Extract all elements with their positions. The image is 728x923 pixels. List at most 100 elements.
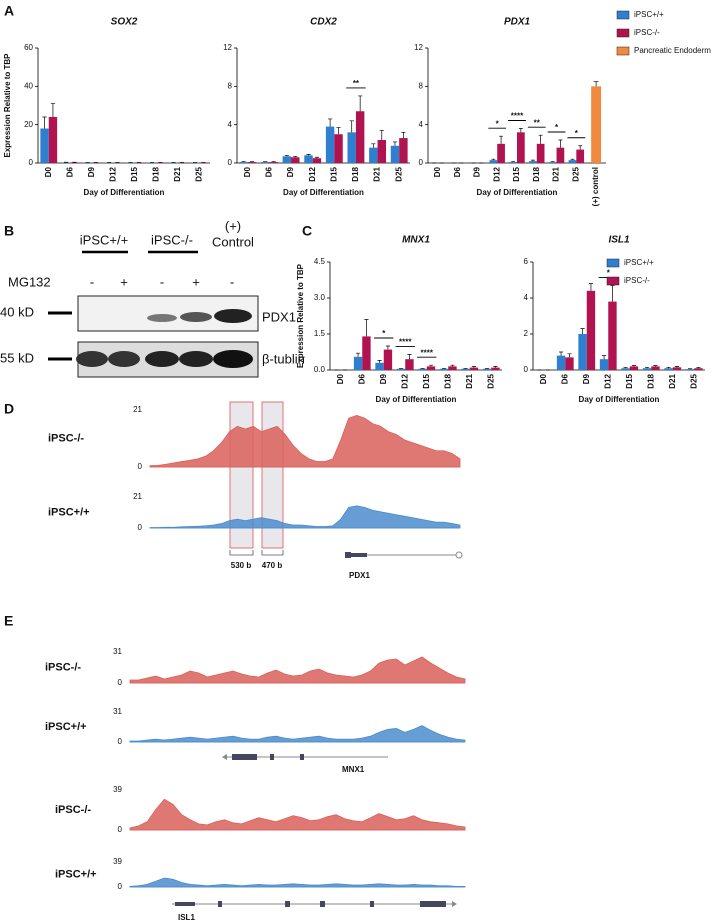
x-tick-label: D18 xyxy=(151,166,160,181)
chart-title: MNX1 xyxy=(402,235,430,246)
error-bar xyxy=(593,81,599,87)
error-bar xyxy=(493,366,498,368)
treatment: - xyxy=(230,274,234,289)
significance-label: **** xyxy=(511,112,524,121)
y-tick-label: 3.0 xyxy=(314,293,326,302)
y-tick-label: 0 xyxy=(118,678,123,687)
x-tick-label: D9 xyxy=(286,166,295,177)
x-tick-label: D9 xyxy=(379,373,388,384)
bar xyxy=(353,356,363,370)
error-bar xyxy=(50,103,56,117)
error-bar xyxy=(284,154,289,157)
error-bar xyxy=(314,156,320,159)
bar xyxy=(529,161,537,163)
region-label: 530 b xyxy=(231,561,252,570)
coverage-track xyxy=(149,505,461,529)
bar xyxy=(664,368,673,370)
bar xyxy=(497,143,505,163)
y-tick-label: 60 xyxy=(24,43,33,52)
significance-label: * xyxy=(496,119,500,128)
bar xyxy=(405,359,414,370)
x-tick-label: D6 xyxy=(357,373,366,384)
x-tick-label: D6 xyxy=(265,166,274,177)
x-tick-label: D9 xyxy=(582,373,591,384)
significance-label: * xyxy=(607,269,611,278)
bar xyxy=(599,359,609,370)
error-bar xyxy=(588,283,594,291)
x-tick-label: D6 xyxy=(65,166,74,177)
x-tick-label: D18 xyxy=(351,166,360,181)
bar xyxy=(399,138,408,163)
chart-title: PDX1 xyxy=(504,17,531,28)
bar xyxy=(390,145,400,163)
blot-group: iPSC-/- xyxy=(151,232,193,247)
treatment-label: MG132 xyxy=(8,274,51,289)
region-label: 470 b xyxy=(262,561,283,570)
x-tick-label: D21 xyxy=(173,166,182,181)
error-bar xyxy=(379,130,384,140)
error-bar xyxy=(358,95,363,112)
y-tick-label: 4 xyxy=(419,120,424,129)
bar xyxy=(576,149,585,163)
y-tick-label: 0.0 xyxy=(314,365,326,374)
y-tick-label: 0 xyxy=(138,523,143,532)
error-bar xyxy=(349,120,354,133)
error-bar xyxy=(499,135,504,144)
bar xyxy=(377,140,386,163)
bar xyxy=(469,367,479,370)
x-tick-label: D15 xyxy=(422,373,431,388)
error-bar xyxy=(674,366,680,368)
bar xyxy=(491,367,500,370)
bar xyxy=(591,86,602,163)
error-bar xyxy=(327,118,333,127)
x-tick-label: D15 xyxy=(625,373,634,388)
band xyxy=(213,350,253,368)
bar xyxy=(347,132,356,163)
treatment: + xyxy=(120,274,128,289)
x-tick-label: D21 xyxy=(465,373,474,388)
x-tick-label: D18 xyxy=(646,373,655,388)
bar xyxy=(261,162,270,163)
x-tick-label: D15 xyxy=(329,166,338,181)
y-tick-label: 1.5 xyxy=(314,329,326,338)
error-bar xyxy=(538,134,543,144)
bar xyxy=(578,334,587,370)
chart-title: SOX2 xyxy=(111,17,138,28)
y-tick-label: 40 xyxy=(24,81,33,90)
gene-model xyxy=(172,901,457,907)
band xyxy=(179,351,213,367)
y-tick-label: 0 xyxy=(118,825,123,834)
error-bar xyxy=(407,354,412,360)
y-tick-label: 2 xyxy=(524,329,529,338)
y-tick-label: 21 xyxy=(133,405,142,414)
error-bar xyxy=(623,366,628,369)
error-bar xyxy=(601,355,607,360)
bar xyxy=(586,290,596,370)
panel-label: C xyxy=(302,223,312,239)
y-tick-label: 39 xyxy=(113,857,122,866)
bar xyxy=(61,162,71,163)
error-bar xyxy=(558,139,563,148)
coverage-track xyxy=(129,725,466,743)
bar xyxy=(239,162,248,163)
x-tick-label: D6 xyxy=(453,166,462,177)
error-bar xyxy=(610,285,615,302)
y-tick-label: 21 xyxy=(133,492,142,501)
y-tick-label: 0 xyxy=(419,158,424,167)
band xyxy=(214,309,252,323)
error-bar xyxy=(644,366,650,369)
x-tick-label: D21 xyxy=(668,373,677,388)
treatment: - xyxy=(90,274,94,289)
track-label: iPSC-/- xyxy=(45,661,81,673)
bar xyxy=(282,156,292,163)
gene-label: MNX1 xyxy=(342,765,365,774)
bar xyxy=(489,160,498,163)
bar xyxy=(672,367,682,370)
x-tick-label: D25 xyxy=(394,166,403,181)
error-bar xyxy=(471,366,477,368)
error-bar xyxy=(371,143,376,148)
bar xyxy=(608,301,617,370)
error-bar xyxy=(518,128,523,133)
error-bar xyxy=(450,364,455,367)
x-tick-label: D25 xyxy=(571,166,580,181)
